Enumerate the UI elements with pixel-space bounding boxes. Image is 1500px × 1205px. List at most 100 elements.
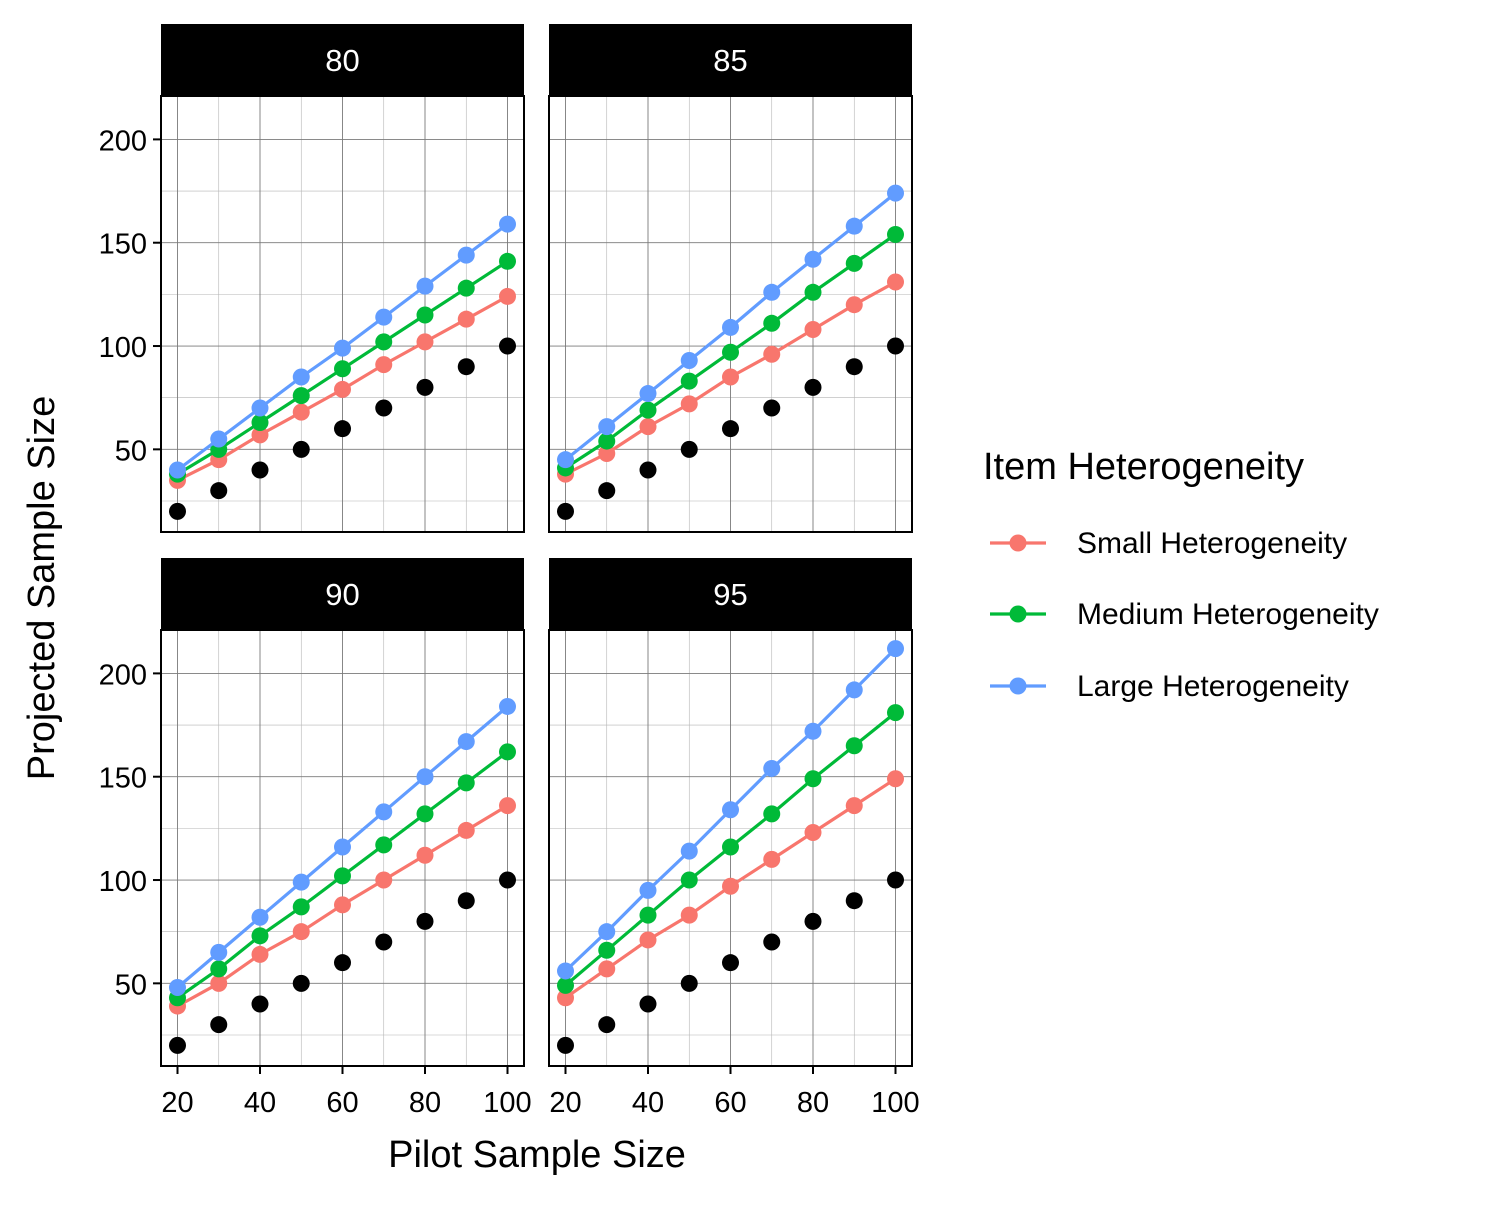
legend-key-point xyxy=(1009,605,1027,623)
reference-point xyxy=(845,892,863,910)
data-point-small-heterogeneity xyxy=(375,871,393,889)
data-point-small-heterogeneity xyxy=(499,797,516,815)
data-point-large-heterogeneity xyxy=(722,318,739,336)
reference-point xyxy=(887,871,904,889)
reference-point xyxy=(887,337,904,355)
reference-point xyxy=(845,358,863,376)
y-tick-label: 100 xyxy=(99,866,147,898)
reference-point xyxy=(804,378,822,396)
legend-item-label: Medium Heterogeneity xyxy=(1077,598,1379,631)
y-tick-label: 50 xyxy=(115,969,147,1001)
data-point-medium-heterogeneity xyxy=(375,836,393,854)
data-point-medium-heterogeneity xyxy=(887,704,904,722)
facet-strip xyxy=(549,24,912,96)
data-point-small-heterogeneity xyxy=(722,877,739,895)
data-point-small-heterogeneity xyxy=(804,320,822,338)
panel-border xyxy=(160,95,525,533)
data-point-medium-heterogeneity xyxy=(416,805,434,823)
facet-panel-85: 85 xyxy=(548,24,913,533)
data-point-small-heterogeneity xyxy=(804,824,822,842)
reference-point xyxy=(169,1036,186,1054)
facet-strip xyxy=(161,24,524,96)
data-point-small-heterogeneity xyxy=(887,273,904,291)
data-point-small-heterogeneity xyxy=(887,770,904,788)
data-point-large-heterogeneity xyxy=(499,215,516,233)
reference-point xyxy=(292,974,310,992)
data-point-large-heterogeneity xyxy=(680,842,698,860)
data-point-medium-heterogeneity xyxy=(763,805,781,823)
reference-point xyxy=(210,482,228,500)
y-tick-label: 150 xyxy=(99,763,147,795)
reference-point xyxy=(457,892,475,910)
data-point-medium-heterogeneity xyxy=(804,770,822,788)
data-point-medium-heterogeneity xyxy=(804,283,822,301)
reference-point xyxy=(251,995,269,1013)
data-point-small-heterogeneity xyxy=(457,821,475,839)
reference-point xyxy=(722,420,739,438)
data-point-medium-heterogeneity xyxy=(375,333,393,351)
facet-strip-label: 85 xyxy=(713,43,747,78)
reference-point xyxy=(210,1016,228,1034)
x-tick-label: 80 xyxy=(797,1087,829,1119)
x-tick-label: 40 xyxy=(632,1087,664,1119)
reference-point xyxy=(763,933,781,951)
legend-item-medium-heterogeneity: Medium Heterogeneity xyxy=(990,598,1379,631)
reference-point xyxy=(292,440,310,458)
reference-point xyxy=(375,933,393,951)
panel-border xyxy=(548,95,913,533)
data-point-small-heterogeneity xyxy=(457,310,475,328)
data-point-large-heterogeneity xyxy=(334,339,351,357)
reference-point xyxy=(334,954,351,972)
data-point-small-heterogeneity xyxy=(598,444,616,462)
x-tick-label: 100 xyxy=(871,1087,919,1119)
data-point-medium-heterogeneity xyxy=(251,413,269,431)
y-tick-label: 50 xyxy=(115,435,147,467)
facet-panel-90: 90 xyxy=(160,558,525,1067)
data-point-large-heterogeneity xyxy=(251,908,269,926)
reference-point xyxy=(499,871,516,889)
data-point-medium-heterogeneity xyxy=(845,737,863,755)
y-tick-label: 100 xyxy=(99,332,147,364)
data-point-small-heterogeneity xyxy=(334,380,351,398)
data-point-large-heterogeneity xyxy=(639,385,657,403)
data-point-small-heterogeneity xyxy=(639,418,657,436)
data-point-medium-heterogeneity xyxy=(680,871,698,889)
data-point-small-heterogeneity xyxy=(722,368,739,386)
data-point-medium-heterogeneity xyxy=(499,252,516,270)
data-point-medium-heterogeneity xyxy=(639,906,657,924)
data-point-medium-heterogeneity xyxy=(334,360,351,378)
data-point-large-heterogeneity xyxy=(887,184,904,202)
reference-point xyxy=(557,502,574,520)
data-point-large-heterogeneity xyxy=(680,351,698,369)
data-point-large-heterogeneity xyxy=(169,978,186,996)
data-point-large-heterogeneity xyxy=(210,943,228,961)
legend-item-label: Small Heterogeneity xyxy=(1077,527,1347,560)
x-tick-label: 40 xyxy=(244,1087,276,1119)
data-point-large-heterogeneity xyxy=(557,451,574,469)
data-point-large-heterogeneity xyxy=(251,399,269,417)
data-point-medium-heterogeneity xyxy=(887,225,904,243)
data-point-small-heterogeneity xyxy=(251,426,269,444)
data-point-small-heterogeneity xyxy=(680,906,698,924)
reference-point xyxy=(557,1036,574,1054)
data-point-small-heterogeneity xyxy=(763,345,781,363)
facet-strip-label: 95 xyxy=(713,577,747,612)
reference-point xyxy=(416,912,434,930)
data-point-medium-heterogeneity xyxy=(292,898,310,916)
data-point-small-heterogeneity xyxy=(416,846,434,864)
data-point-medium-heterogeneity xyxy=(680,372,698,390)
legend-item-label: Large Heterogeneity xyxy=(1077,670,1349,703)
y-tick-label: 200 xyxy=(99,659,147,691)
data-point-large-heterogeneity xyxy=(375,803,393,821)
data-point-small-heterogeneity xyxy=(210,974,228,992)
facet-strip xyxy=(161,558,524,630)
data-point-large-heterogeneity xyxy=(499,697,516,715)
data-point-large-heterogeneity xyxy=(557,962,574,980)
reference-point xyxy=(334,420,351,438)
data-point-medium-heterogeneity xyxy=(499,743,516,761)
data-point-medium-heterogeneity xyxy=(210,960,228,978)
data-point-large-heterogeneity xyxy=(845,681,863,699)
axes: 50 100 150 200 50 100 150 200 20 40 60 80 100 20 40 60 8… xyxy=(99,125,920,1119)
data-point-small-heterogeneity xyxy=(251,945,269,963)
